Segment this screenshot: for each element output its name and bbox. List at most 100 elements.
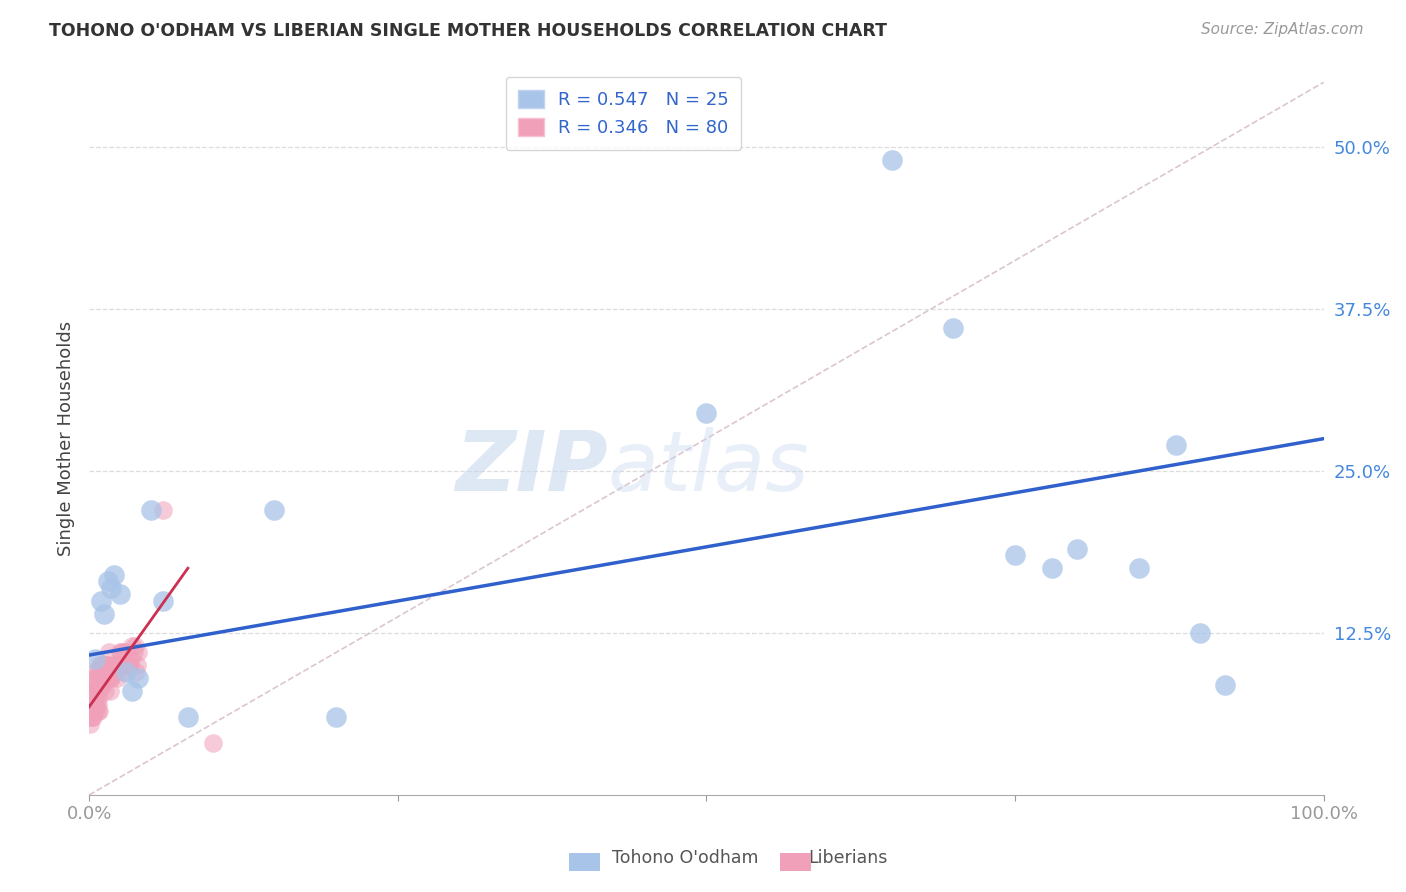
Point [942,321,965,335]
Point [127,672,149,686]
Point [89,658,111,673]
Point [1213,678,1236,692]
Point [79,716,101,731]
Point [89,678,111,692]
Point [87,704,110,718]
Point [111,658,134,673]
Point [100,672,122,686]
Point [79,710,101,724]
Text: Source: ZipAtlas.com: Source: ZipAtlas.com [1201,22,1364,37]
Point [105,658,128,673]
Point [82,698,104,712]
Point [1128,561,1150,575]
Point [97,658,120,673]
Point [87,672,110,686]
Point [1040,561,1063,575]
Point [127,645,149,659]
Point [122,645,145,659]
Point [96,672,118,686]
Point [86,665,108,679]
Legend: R = 0.547   N = 25, R = 0.346   N = 80: R = 0.547 N = 25, R = 0.346 N = 80 [506,77,741,150]
Point [98,684,121,698]
Point [139,503,162,517]
Point [82,684,104,698]
Point [90,678,112,692]
Point [93,658,115,673]
Point [125,665,148,679]
Point [177,710,200,724]
Point [86,698,108,712]
Point [263,503,285,517]
Point [80,710,103,724]
Point [120,652,142,666]
Point [89,658,111,673]
Y-axis label: Single Mother Households: Single Mother Households [58,321,75,557]
Point [83,698,105,712]
Point [97,645,120,659]
Point [127,658,149,673]
Point [108,587,131,601]
Point [124,639,146,653]
Point [107,658,129,673]
Point [83,672,105,686]
Point [110,645,132,659]
Point [880,153,903,167]
Point [117,658,139,673]
Point [94,684,117,698]
Point [112,645,135,659]
Point [1004,548,1026,562]
Point [90,678,112,692]
Point [86,684,108,698]
Point [87,672,110,686]
Point [100,581,122,595]
Point [103,658,125,673]
Point [103,665,125,679]
Point [90,665,112,679]
Point [114,645,136,659]
Point [84,698,107,712]
Point [86,672,108,686]
Point [1066,541,1088,556]
Point [94,658,117,673]
Point [96,665,118,679]
Point [695,406,717,420]
Point [93,607,115,621]
Point [86,690,108,705]
Point [107,672,129,686]
Point [84,652,107,666]
Point [86,704,108,718]
Point [93,665,115,679]
Point [91,665,114,679]
Point [152,593,174,607]
Point [121,684,143,698]
Point [1164,438,1187,452]
Point [115,665,138,679]
Text: atlas: atlas [607,426,810,508]
Point [108,645,131,659]
Point [103,567,125,582]
Point [86,704,108,718]
Point [325,710,347,724]
Point [84,678,107,692]
Point [121,639,143,653]
Point [83,684,105,698]
Text: TOHONO O'ODHAM VS LIBERIAN SINGLE MOTHER HOUSEHOLDS CORRELATION CHART: TOHONO O'ODHAM VS LIBERIAN SINGLE MOTHER… [49,22,887,40]
Point [91,678,114,692]
Point [91,658,114,673]
Point [82,710,104,724]
Point [118,658,141,673]
Point [117,658,139,673]
Point [80,704,103,718]
Point [152,503,174,517]
Point [98,665,121,679]
Text: ZIP: ZIP [456,426,607,508]
Point [97,658,120,673]
Point [101,665,124,679]
Point [83,704,105,718]
Point [86,698,108,712]
Point [100,672,122,686]
Point [80,684,103,698]
Point [1189,626,1212,640]
Point [115,665,138,679]
Point [97,574,120,589]
